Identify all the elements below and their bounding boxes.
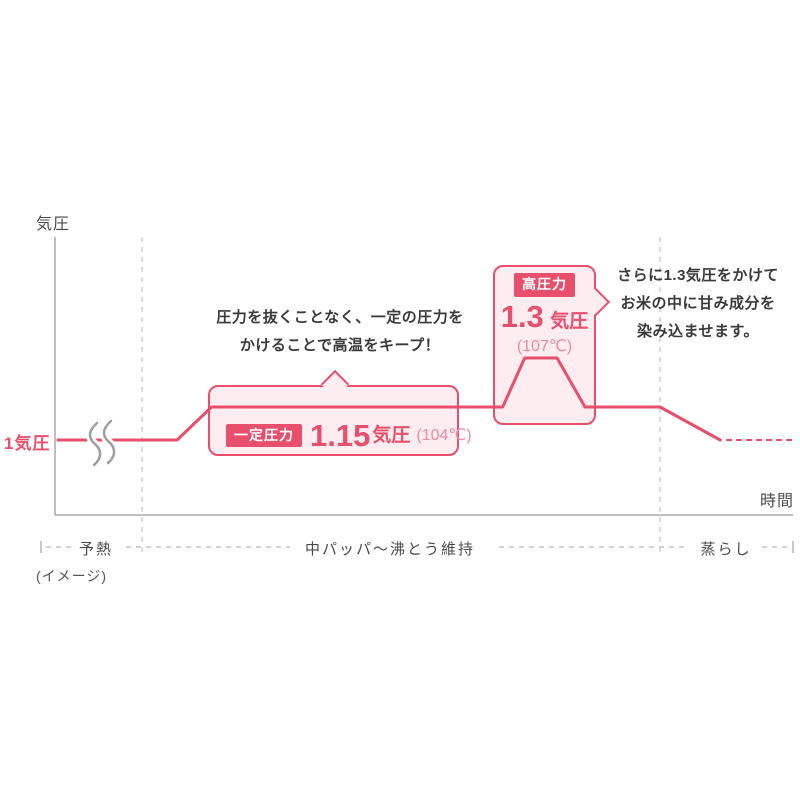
steam-icon: [86, 417, 119, 469]
x-axis-label: 時間: [759, 493, 794, 510]
constant-pressure-temperature: (104℃): [416, 426, 472, 444]
constant-callout-line-1: 圧力を抜くことなく、一定の圧力を: [216, 309, 464, 326]
high-pressure-note-text: さらに1.3気圧をかけて お米の中に甘み成分を 染み込ませます。: [600, 262, 796, 346]
constant-pressure-unit: 気圧: [372, 425, 411, 446]
high-pressure-temperature: (107℃): [516, 337, 573, 355]
y-axis-label: 気圧: [36, 216, 71, 233]
high-pressure-content: 高圧力 1.3 気圧 (107℃): [493, 273, 596, 356]
steam-squiggle-left: [88, 421, 102, 467]
image-disclaimer-note: (イメージ): [36, 568, 108, 584]
high-pressure-badge: 高圧力: [514, 273, 575, 297]
high-pressure-note-line-2: お米の中に甘み成分を: [620, 295, 776, 312]
high-pressure-value-line: 1.3 気圧: [493, 301, 596, 332]
constant-pressure-value: 1.15: [310, 418, 371, 453]
high-pressure-unit: 気圧: [550, 310, 589, 332]
high-pressure-note-line-3: 染み込ませます。: [636, 323, 760, 340]
constant-callout-line-2: かけることで高温をキープ！: [239, 337, 441, 354]
baseline-pressure-label: 1気圧: [4, 434, 51, 453]
constant-pressure-callout-text: 圧力を抜くことなく、一定の圧力を かけることで高温をキープ！: [205, 304, 475, 360]
constant-pressure-value-row: 一定圧力 1.15 気圧 (104℃): [226, 420, 472, 451]
high-pressure-value: 1.3: [500, 298, 544, 334]
phase-label-preheat: 予熱: [78, 541, 113, 558]
steam-squiggle-right: [102, 419, 116, 465]
phase-label-boil-maintain: 中パッパ〜沸とう維持: [304, 541, 475, 558]
phase-label-steaming: 蒸らし: [700, 541, 752, 558]
high-pressure-note-line-1: さらに1.3気圧をかけて: [617, 267, 779, 284]
constant-pressure-badge: 一定圧力: [226, 423, 302, 448]
